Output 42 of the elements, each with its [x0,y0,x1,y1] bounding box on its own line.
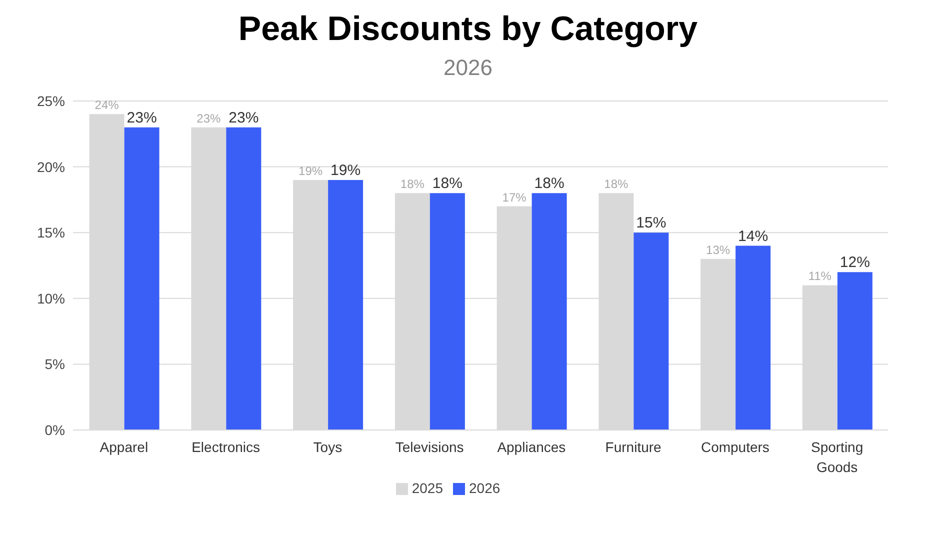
x-tick-label: Toys [313,439,342,455]
x-tick-label: Sporting Goods [810,439,864,475]
data-label: 14% [738,228,768,245]
chart-subtitle: 2026 [442,55,494,81]
bar [532,193,567,430]
data-label: 23% [196,111,222,126]
y-tick-label: 5% [44,356,65,372]
data-label: 18% [400,177,425,192]
data-label: 18% [534,175,564,192]
data-label: 13% [706,242,730,257]
bar [124,127,160,430]
bar [430,193,465,430]
x-tick-label: Televisions [395,439,464,455]
y-tick-label: 0% [44,422,65,438]
data-label: 18% [604,177,629,192]
x-tick-label: Apparel [100,439,148,455]
data-label: 17% [502,190,527,204]
y-tick-label: 20% [36,158,65,175]
data-label: 19% [298,164,323,178]
data-label: 19% [330,162,361,179]
y-tick-label: 10% [36,290,65,306]
bar [634,232,669,430]
legend-label: 2026 [469,480,500,496]
x-tick-label: Electronics [192,439,260,455]
bar [226,127,262,430]
data-label: 15% [636,214,666,232]
data-label: 18% [432,175,462,192]
x-tick-label: Computers [700,439,770,455]
bar [837,272,872,430]
bar [328,180,364,430]
x-tick-label: Appliances [497,439,566,455]
data-label: 24% [94,98,120,112]
chart-title: Peak Discounts by Category [237,10,699,49]
data-label: 12% [840,254,870,272]
x-tick-label: Furniture [605,439,662,455]
y-tick-label: 25% [36,92,65,109]
legend-label: 2025 [412,480,443,496]
data-label: 11% [808,269,832,284]
data-label: 23% [126,109,157,126]
bar [736,246,771,430]
y-tick-label: 15% [36,224,65,241]
data-label: 23% [228,109,259,126]
